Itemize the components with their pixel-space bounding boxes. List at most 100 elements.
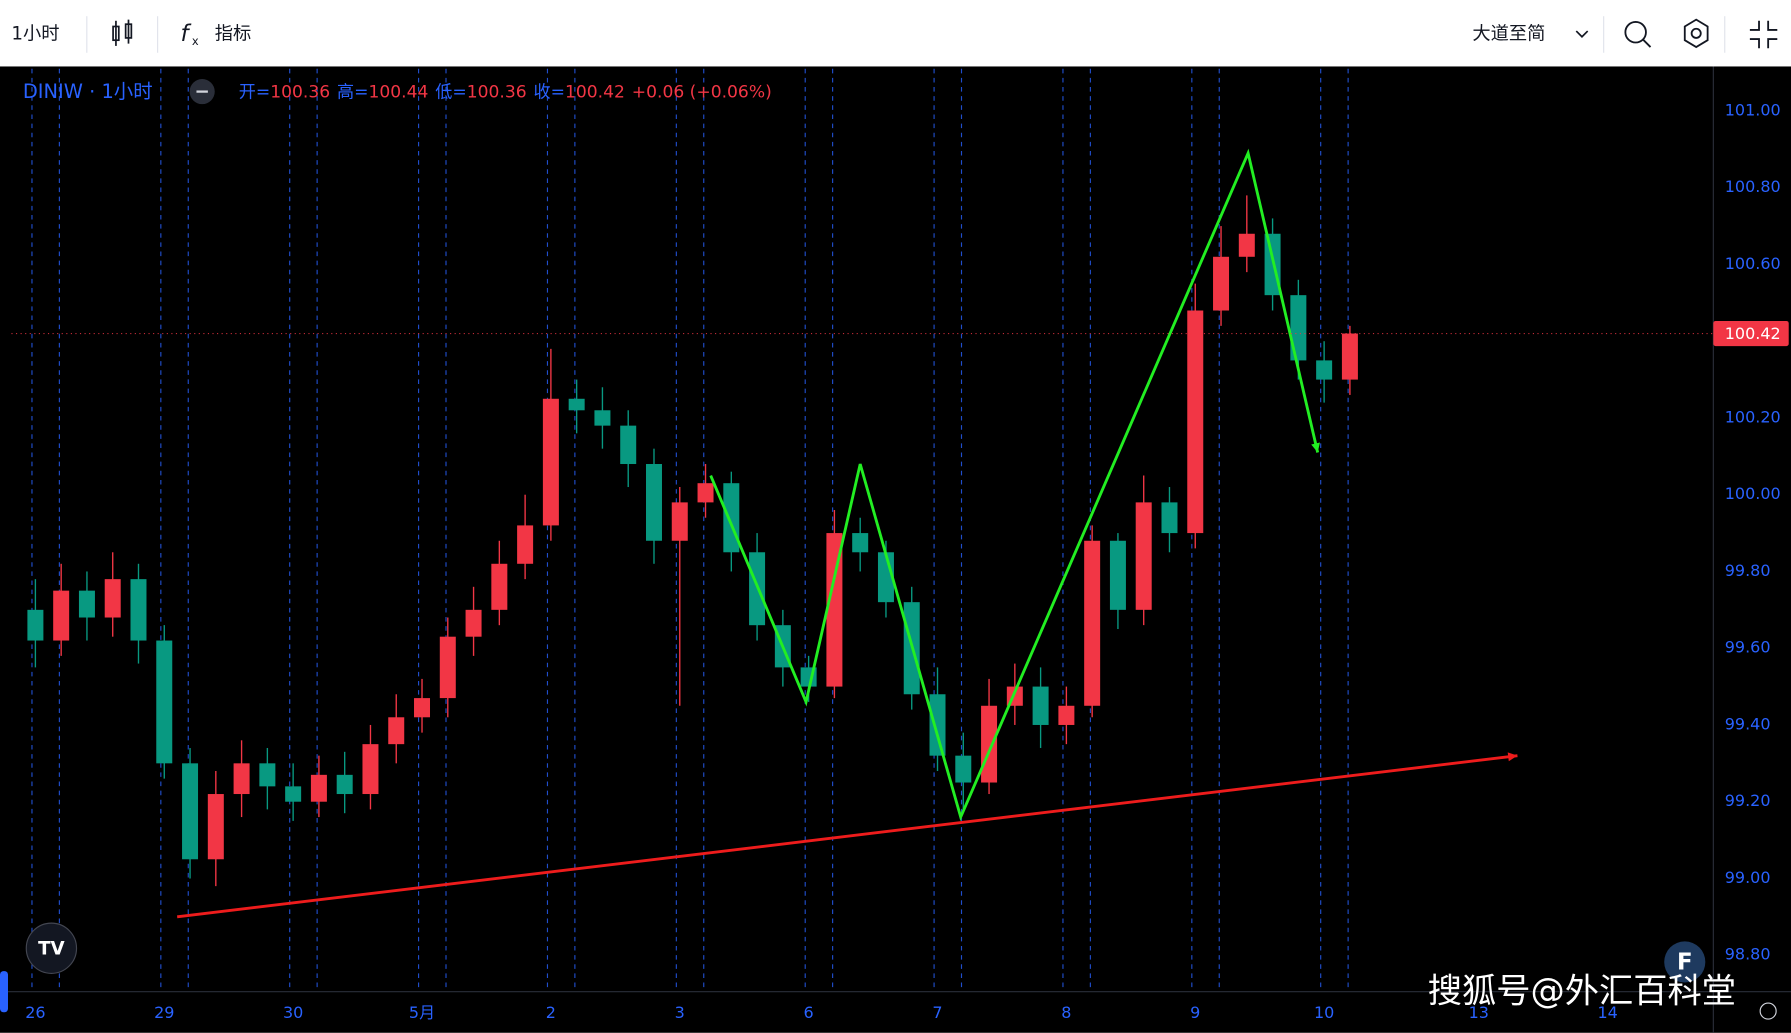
candle-body <box>285 786 302 802</box>
candle-body <box>182 763 199 860</box>
y-tick-label: 98.80 <box>1725 945 1771 964</box>
candle-body <box>929 694 946 756</box>
candle-body <box>104 579 121 618</box>
candle-body <box>568 398 585 411</box>
chart-area <box>0 66 1791 1033</box>
x-tick-label: 29 <box>154 1003 174 1022</box>
x-tick-label: 5月 <box>409 1003 435 1022</box>
legend-value: 100.42 <box>565 83 625 103</box>
candle-body <box>310 774 327 802</box>
x-tick-label: 7 <box>932 1003 942 1022</box>
y-tick-label: 99.60 <box>1725 638 1771 657</box>
interval-button[interactable]: 1小时 <box>11 23 59 44</box>
candle-body <box>1058 705 1075 725</box>
arrow-head <box>1311 442 1320 453</box>
y-tick-label: 99.20 <box>1725 791 1771 810</box>
watermark-logo <box>1664 941 1706 983</box>
candle-body <box>53 590 70 641</box>
candle-body <box>594 410 611 426</box>
candle-body <box>1032 686 1049 725</box>
candle-body <box>207 794 224 860</box>
tradingview-logo[interactable] <box>25 922 78 974</box>
legend-value: 100.44 <box>368 83 428 103</box>
x-tick-label: 10 <box>1314 1003 1334 1022</box>
dropdown-arrow[interactable] <box>1575 30 1589 38</box>
x-tick-label: 26 <box>25 1003 45 1022</box>
y-tick-label: 101.00 <box>1725 100 1781 119</box>
settings-button[interactable] <box>1683 18 1709 49</box>
candle-body <box>259 763 276 787</box>
legend-label: 高= <box>337 83 368 103</box>
legend-value: 100.36 <box>467 83 527 103</box>
last-price-label: 100.42 <box>1725 324 1781 343</box>
legend-label: 收= <box>534 83 565 103</box>
symbol-label: DINIW · 1小时 <box>23 80 153 103</box>
watermark: 搜狐号@外汇百科堂 <box>1428 971 1736 1011</box>
candle-body <box>852 533 869 553</box>
candle-body <box>826 533 843 687</box>
watermark-logo-letter: F <box>1677 950 1693 976</box>
last-price-badge <box>1713 320 1789 347</box>
candle-body <box>27 609 44 641</box>
candle-body <box>1135 502 1152 610</box>
axis-settings[interactable] <box>1759 1002 1777 1020</box>
candle-body <box>697 483 714 503</box>
candle-body <box>388 717 405 745</box>
candle-body <box>414 698 431 718</box>
legend-label: 开= <box>239 83 270 103</box>
candle-body <box>1290 295 1307 361</box>
candle-body <box>336 774 353 795</box>
layout-name[interactable]: 大道至简 <box>1472 23 1545 44</box>
legend-value: 100.36 <box>270 83 330 103</box>
x-tick-label: 8 <box>1061 1003 1071 1022</box>
x-tick-label: 3 <box>675 1003 685 1022</box>
y-tick-label: 99.40 <box>1725 714 1771 733</box>
y-tick-label: 100.80 <box>1725 177 1781 196</box>
indicator-icon-sub: x <box>192 34 199 48</box>
candle-body <box>645 464 662 541</box>
chart-type-button[interactable] <box>112 19 133 46</box>
candle-body <box>723 483 740 553</box>
candle-body <box>156 640 173 764</box>
y-tick-label: 100.00 <box>1725 484 1781 503</box>
candle-body <box>1238 233 1255 257</box>
candle-body <box>233 763 250 795</box>
logo-mark: TV <box>38 938 65 959</box>
trend-drawing <box>709 148 1320 822</box>
x-tick-label: 14 <box>1597 1003 1617 1022</box>
candle-body <box>671 502 688 541</box>
candle-body <box>1316 360 1333 380</box>
side-toggle[interactable] <box>0 971 8 1013</box>
candle-body <box>517 525 534 564</box>
x-tick-label: 9 <box>1190 1003 1200 1022</box>
x-tick-label: 2 <box>546 1003 556 1022</box>
candle-body <box>1161 502 1178 534</box>
candle-body <box>542 398 559 526</box>
candle-body <box>130 579 147 641</box>
fullscreen-button[interactable] <box>1749 20 1778 49</box>
legend-label: 低= <box>435 83 466 103</box>
y-tick-label: 100.60 <box>1725 254 1781 273</box>
indicators-button[interactable]: 指标 <box>215 23 252 44</box>
candle-body <box>491 563 508 610</box>
y-tick-label: 99.80 <box>1725 561 1771 580</box>
x-tick-label: 30 <box>283 1003 303 1022</box>
y-tick-label: 100.20 <box>1725 407 1781 426</box>
candle-body <box>439 636 456 699</box>
legend-change: +0.06 (+0.06%) <box>632 83 772 103</box>
candle-body <box>1187 310 1204 534</box>
indicator-icon[interactable]: f <box>180 21 191 47</box>
candle-body <box>1213 256 1230 311</box>
candle-body <box>955 755 972 783</box>
quick-search-button[interactable] <box>1624 21 1652 48</box>
candle-body <box>620 425 637 465</box>
candle-body <box>981 705 998 783</box>
x-tick-label: 13 <box>1469 1003 1489 1022</box>
y-tick-label: 99.00 <box>1725 868 1771 887</box>
toolbar <box>0 0 1791 67</box>
candle-body <box>465 609 482 637</box>
settings-button-center <box>1690 27 1702 39</box>
trend-drawing <box>176 754 1518 919</box>
